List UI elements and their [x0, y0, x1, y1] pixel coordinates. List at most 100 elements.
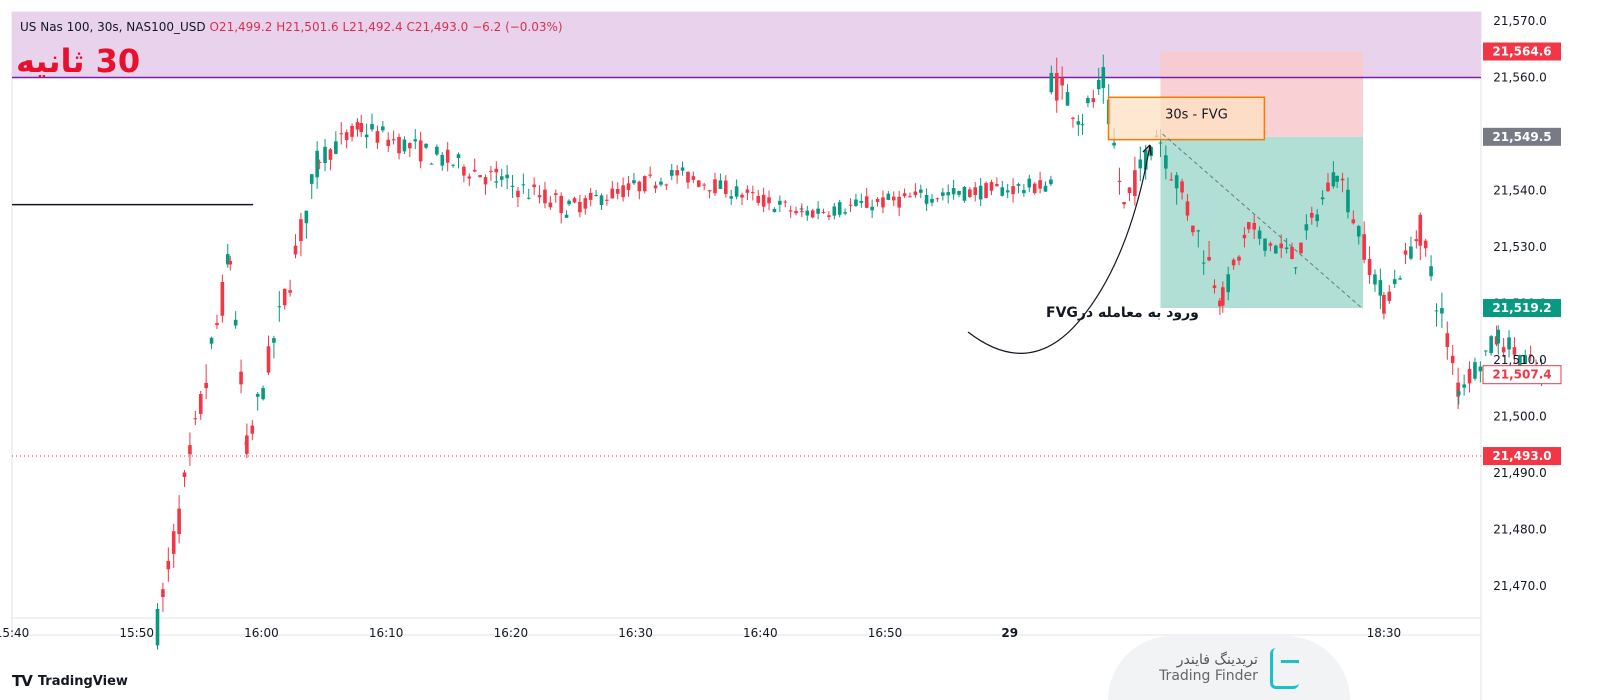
candle-body — [751, 192, 755, 194]
candle-body — [1279, 243, 1284, 249]
candle-body — [902, 193, 907, 197]
candle-body — [783, 201, 788, 203]
candle-body — [1392, 279, 1397, 285]
candle-body — [1299, 242, 1303, 254]
candle-body — [1086, 97, 1090, 104]
candle-body — [1429, 266, 1433, 277]
candle-body — [1133, 170, 1137, 197]
symbol-name[interactable]: US Nas 100, 30s, NAS100_USD — [20, 20, 206, 34]
candle-body — [1027, 178, 1032, 188]
candle-body — [816, 208, 820, 214]
candle-body — [1158, 142, 1163, 144]
ohlc-low: L21,492.4 — [342, 20, 403, 34]
candle-body — [1185, 201, 1190, 216]
candle-body — [1263, 238, 1267, 251]
candle-body — [1489, 336, 1493, 354]
candle-body — [1518, 355, 1522, 367]
candle-body — [1246, 222, 1251, 230]
candle-body — [1434, 310, 1439, 312]
candles-layer — [155, 54, 1544, 650]
candle-body — [1127, 187, 1132, 194]
candle-body — [891, 196, 896, 201]
candle-body — [1076, 121, 1081, 125]
price-badge-label: 21,507.4 — [1492, 368, 1551, 382]
candle-body — [245, 435, 249, 454]
candle-body — [859, 201, 864, 203]
candle-body — [1257, 230, 1262, 239]
candle-body — [1445, 333, 1450, 347]
annotations-layer: 30s - FVG ورود به معامله درFVG — [967, 96, 1364, 354]
time-tick-label: 29 — [1001, 626, 1018, 640]
candle-body — [1191, 225, 1195, 233]
ohlc-change: −6.2 (−0.03%) — [472, 20, 563, 34]
candle-body — [675, 170, 679, 176]
trading-finder-logo-icon — [1269, 647, 1299, 689]
candle-body — [854, 199, 858, 206]
candle-body — [391, 139, 396, 141]
price-badge-label: 21,519.2 — [1492, 301, 1551, 315]
candle-body — [188, 445, 192, 455]
time-tick-label: 16:40 — [743, 626, 778, 640]
candle-body — [599, 195, 604, 205]
candle-body — [1403, 250, 1408, 255]
candle-body — [870, 206, 874, 211]
time-tick-label: 15:40 — [0, 626, 29, 640]
candle-body — [659, 181, 663, 185]
tradingview-logo[interactable]: TV TradingView — [12, 672, 128, 690]
price-badge — [1483, 299, 1561, 318]
candle-body — [930, 198, 934, 203]
levels-layer — [12, 76, 1481, 457]
candle-body — [435, 146, 439, 155]
price-tick-label: 21,510.0 — [1493, 353, 1546, 367]
candle-body — [255, 393, 260, 397]
candle-body — [1180, 181, 1184, 193]
candle-body — [848, 204, 853, 206]
candle-body — [1169, 179, 1174, 181]
candle-body — [924, 195, 929, 204]
candle-body — [239, 371, 243, 385]
time-tick-label: 16:20 — [494, 626, 529, 640]
time-tick-label: 16:00 — [244, 626, 279, 640]
candle-body — [215, 323, 219, 326]
candle-body — [572, 198, 577, 203]
candle-body — [632, 180, 636, 184]
candle-body — [375, 131, 380, 143]
candle-body — [881, 197, 885, 208]
candle-body — [648, 174, 652, 176]
candle-body — [429, 163, 434, 165]
candle-body — [548, 202, 553, 208]
candle-body — [1022, 189, 1026, 194]
candle-body — [344, 132, 349, 141]
candle-body — [1054, 73, 1059, 101]
candle-body — [713, 179, 717, 194]
price-tick-label: 21,530.0 — [1493, 240, 1546, 254]
candle-body — [1112, 142, 1116, 146]
candle-body — [171, 531, 176, 554]
candle-body — [621, 185, 625, 198]
candle-body — [778, 200, 782, 205]
candle-body — [821, 212, 826, 214]
candle-body — [1212, 285, 1217, 289]
candle-body — [494, 168, 499, 173]
candle-body — [1326, 182, 1330, 192]
candle-body — [908, 196, 912, 198]
candle-body — [1456, 391, 1461, 395]
candle-body — [810, 210, 815, 218]
candle-body — [1507, 337, 1511, 350]
candle-body — [1462, 384, 1466, 388]
candle-body — [1473, 362, 1477, 379]
candle-body — [756, 196, 761, 203]
watermark-persian-text: تریدینگ فایندر — [1176, 652, 1258, 668]
candle-body — [864, 196, 869, 208]
candle-body — [1117, 180, 1122, 183]
candle-body — [1174, 175, 1179, 189]
symbol-legend[interactable]: US Nas 100, 30s, NAS100_USD O21,499.2 H2… — [20, 20, 563, 34]
time-tick-label: 16:50 — [868, 626, 903, 640]
candle-body — [521, 184, 526, 186]
candle-body — [1005, 190, 1010, 193]
fvg-label: 30s - FVG — [1165, 107, 1228, 122]
candle-body — [696, 180, 701, 187]
candle-body — [1304, 224, 1309, 231]
candle-body — [225, 254, 230, 265]
